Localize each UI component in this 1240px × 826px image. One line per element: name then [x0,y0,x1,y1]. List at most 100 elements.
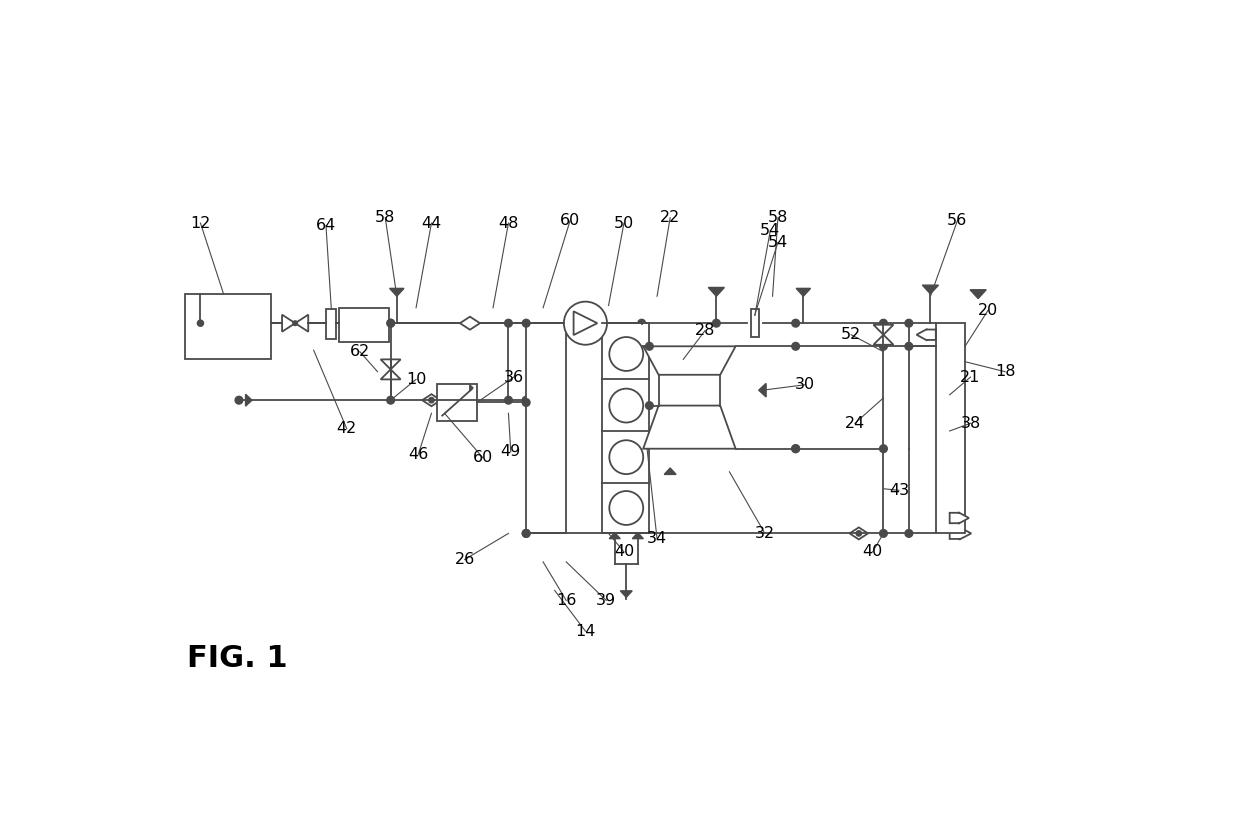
Circle shape [293,320,298,325]
Polygon shape [246,394,252,406]
Circle shape [387,320,394,327]
Text: 64: 64 [316,218,336,233]
Polygon shape [916,329,936,340]
Circle shape [429,397,434,403]
Polygon shape [923,285,939,294]
Circle shape [522,399,529,406]
Text: 12: 12 [190,216,211,230]
Polygon shape [708,287,724,297]
Polygon shape [281,315,309,332]
Text: 26: 26 [454,552,475,567]
Text: 16: 16 [556,593,577,608]
Text: 40: 40 [614,544,634,559]
Text: 46: 46 [408,447,429,462]
Bar [601,323,650,534]
Polygon shape [381,359,401,369]
Text: 44: 44 [422,216,441,230]
Circle shape [646,401,653,410]
Text: 40: 40 [863,544,883,559]
Bar [185,294,272,359]
Bar [339,308,389,343]
Text: 52: 52 [841,327,862,342]
Text: 58: 58 [768,210,789,225]
Text: 50: 50 [614,216,634,230]
Circle shape [792,445,800,453]
Polygon shape [574,311,598,335]
Polygon shape [422,394,440,406]
Circle shape [879,445,888,453]
Polygon shape [609,533,620,539]
Circle shape [522,529,529,537]
Text: 34: 34 [647,531,667,546]
Circle shape [236,396,243,404]
Polygon shape [950,512,968,524]
Text: 38: 38 [960,415,981,431]
Polygon shape [644,406,735,449]
Polygon shape [665,468,676,474]
Circle shape [609,389,644,423]
Bar [436,384,477,421]
Circle shape [792,445,800,453]
Polygon shape [381,369,401,379]
Circle shape [879,343,888,350]
Text: 54: 54 [768,235,789,249]
Polygon shape [873,335,894,344]
Text: 28: 28 [694,324,715,339]
Polygon shape [970,290,986,298]
Text: 22: 22 [660,210,681,225]
Circle shape [609,491,644,525]
Circle shape [879,320,888,327]
Polygon shape [389,288,404,297]
Circle shape [905,343,913,350]
Circle shape [505,396,512,404]
Circle shape [792,343,800,350]
Text: 20: 20 [978,302,998,318]
Polygon shape [759,383,766,397]
Circle shape [646,343,653,350]
Text: 48: 48 [498,216,518,230]
Circle shape [387,320,394,327]
Polygon shape [796,288,811,297]
Polygon shape [470,385,472,391]
Circle shape [905,529,913,537]
Circle shape [564,301,608,344]
Polygon shape [873,325,894,335]
Polygon shape [460,316,480,330]
Text: 54: 54 [760,223,780,238]
Text: 10: 10 [405,372,427,387]
Text: 62: 62 [350,344,370,359]
Circle shape [522,396,529,404]
Circle shape [609,440,644,474]
Text: 14: 14 [575,624,595,638]
Circle shape [197,320,203,326]
Polygon shape [849,527,868,539]
Circle shape [713,320,720,327]
Bar [751,309,759,337]
Text: 39: 39 [596,593,616,608]
Text: 58: 58 [374,210,396,225]
Text: FIG. 1: FIG. 1 [187,643,288,672]
Circle shape [905,320,913,327]
Polygon shape [620,591,632,597]
Polygon shape [632,533,644,539]
Text: 30: 30 [795,377,815,392]
Text: 36: 36 [503,369,525,385]
Text: 43: 43 [889,482,909,498]
Text: 42: 42 [336,421,357,436]
Circle shape [522,320,529,327]
Text: 60: 60 [560,213,580,228]
Text: 60: 60 [472,450,494,465]
Circle shape [387,396,394,404]
Bar [936,323,965,534]
Text: 21: 21 [960,369,981,385]
Circle shape [856,530,862,536]
Text: 49: 49 [501,444,521,459]
Text: 24: 24 [844,415,866,431]
Text: 56: 56 [947,213,967,228]
Polygon shape [950,527,971,539]
Circle shape [792,320,800,327]
Circle shape [522,529,529,537]
Bar [326,309,336,339]
Bar [526,323,567,534]
Circle shape [637,320,646,327]
